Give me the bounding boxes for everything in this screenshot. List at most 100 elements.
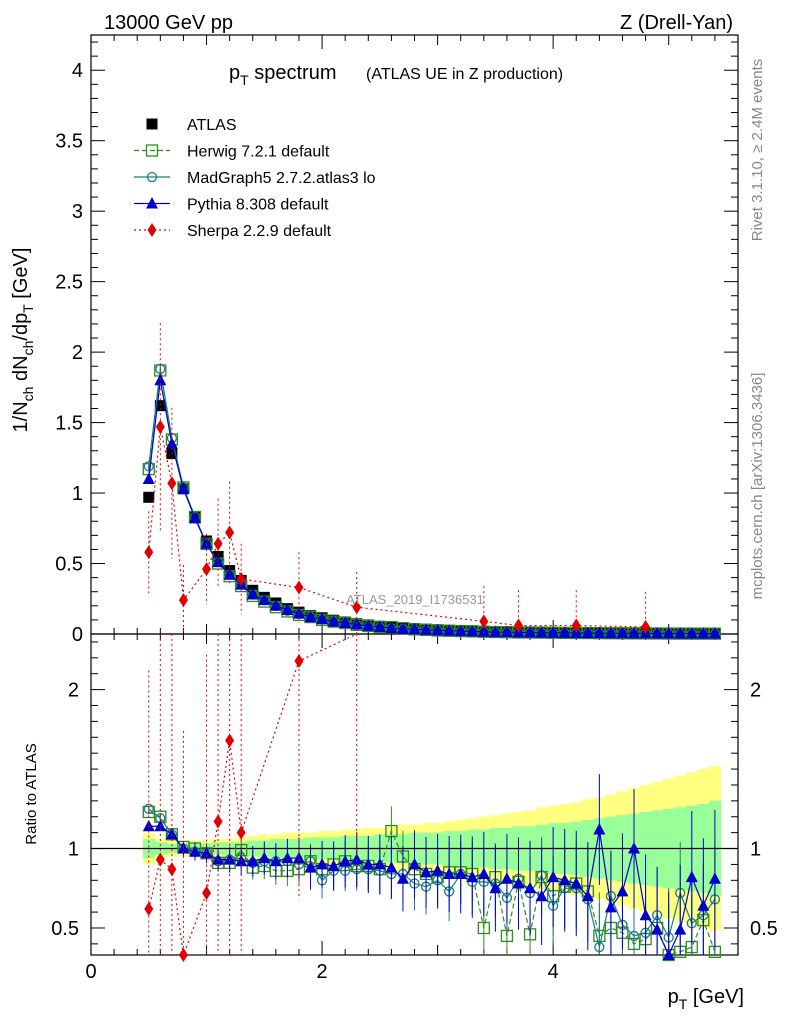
legend-label-madgraph5-2-7-2-atlas3-lo: MadGraph5 2.7.2.atlas3 lo xyxy=(187,170,376,187)
watermark: ATLAS_2019_I1736531 xyxy=(346,592,484,607)
main-pythia-8-308-default-point xyxy=(604,626,617,639)
x-tick-label: 4 xyxy=(548,961,559,983)
main-sherpa-2-2-9-default-point xyxy=(144,545,154,560)
y-tick-label: 2.5 xyxy=(55,272,83,294)
main-pythia-8-308-default-point xyxy=(420,623,433,635)
main-pythia-8-308-default-point xyxy=(223,568,236,580)
main-sherpa-2-2-9-default-point xyxy=(202,562,212,577)
ratio-y-tick-label-right: 1 xyxy=(750,839,761,861)
ratio-pythia-8-308-default-point xyxy=(512,876,525,889)
ratio-y-tick-label-right: 2 xyxy=(750,680,761,702)
main-pythia-8-308-default-point xyxy=(316,612,329,625)
ratio-sherpa-2-2-9-default-point xyxy=(213,814,223,829)
main-sherpa-2-2-9-default-point xyxy=(352,600,362,615)
main-pythia-8-308-default-point xyxy=(697,627,710,639)
ratio-pythia-8-308-default-point xyxy=(454,867,467,879)
svg-text:pT [GeV]: pT [GeV] xyxy=(668,986,744,1012)
ratio-pythia-8-308-default-point xyxy=(188,845,201,857)
main-pythia-8-308-default-point xyxy=(466,624,479,637)
ratio-pythia-8-308-default-point xyxy=(350,853,363,865)
ratio-pythia-8-308-default-point xyxy=(292,851,305,864)
legend-marker-madgraph5-2-7-2-atlas3-lo xyxy=(146,171,158,183)
ratio-pythia-8-308-default-point xyxy=(524,881,537,894)
main-pythia-8-308-default-point xyxy=(142,472,155,484)
main-atlas-point xyxy=(154,400,166,412)
ratio-pythia-8-308-default-point xyxy=(477,867,490,879)
ratio-pythia-8-308-default-point xyxy=(362,857,375,870)
main-pythia-8-308-default-point xyxy=(327,615,340,627)
ratio-pythia-8-308-default-point xyxy=(431,864,444,876)
main-sherpa-2-2-9-default-point xyxy=(479,614,489,629)
svg-text:1/Nch dNch/dpT [GeV]: 1/Nch dNch/dpT [GeV] xyxy=(10,248,36,433)
ratio-madgraph5-2-7-2-atlas3-lo-point xyxy=(628,930,640,942)
main-pythia-8-308-default-point xyxy=(477,625,490,637)
ratio-madgraph5-2-7-2-atlas3-lo-point xyxy=(594,941,605,953)
main-pythia-8-308-default-point xyxy=(616,626,629,639)
ratio-pythia-8-308-default-point xyxy=(212,853,225,865)
y-tick-label: 0.5 xyxy=(55,554,83,576)
ratio-pythia-8-308-default-point xyxy=(396,872,409,884)
legend-marker-pythia-8-308-default xyxy=(146,197,158,209)
main-pythia-8-308-default-point xyxy=(385,621,398,633)
ratio-y-axis-label: Ratio to ATLAS xyxy=(23,743,40,844)
main-sherpa-2-2-9-default-point xyxy=(225,525,235,540)
y-tick-label: 1 xyxy=(72,483,83,505)
legend-label-atlas: ATLAS xyxy=(187,117,237,134)
data-marks xyxy=(142,323,722,962)
legend-label-herwig-7-2-1-default: Herwig 7.2.1 default xyxy=(187,144,330,161)
main-pythia-8-308-default-point xyxy=(212,555,225,568)
ratio-pythia-8-308-default-point xyxy=(223,853,236,865)
main-pythia-8-308-default-point xyxy=(200,537,213,549)
ratio-pythia-8-308-default-point xyxy=(466,870,479,883)
main-pythia-8-308-default-point xyxy=(500,625,513,638)
main-sherpa-2-2-9-default-point xyxy=(571,618,581,633)
ratio-sherpa-2-2-9-default-point xyxy=(178,948,188,962)
main-pythia-8-308-default-point xyxy=(269,599,282,611)
ratio-pythia-8-308-default-point xyxy=(581,889,594,902)
main-pythia-8-308-default-point xyxy=(373,620,386,632)
main-pythia-8-308-default-point xyxy=(396,622,409,635)
ratio-pythia-8-308-default-point xyxy=(604,900,617,913)
ratio-herwig-7-2-1-default-point xyxy=(477,921,490,935)
ratio-pythia-8-308-default-point xyxy=(443,867,456,879)
ratio-pythia-8-308-default-point xyxy=(535,889,548,902)
x-tick-label: 2 xyxy=(317,961,328,983)
plot-title: pT spectrum (ATLAS UE in Z production) xyxy=(229,62,563,88)
main-sherpa-2-2-9-default-point xyxy=(213,536,223,551)
main-pythia-8-308-default-point xyxy=(454,624,467,637)
main-pythia-8-308-default-point xyxy=(304,610,317,623)
main-sherpa-2-2-9-default-point xyxy=(641,619,651,634)
ratio-y-tick-label: 0.5 xyxy=(51,918,79,940)
ratio-pythia-8-308-default-point xyxy=(304,861,317,873)
main-pythia-8-308-default-point xyxy=(662,627,675,639)
main-sherpa-2-2-9-default-point xyxy=(178,593,188,608)
legend-label-sherpa-2-2-9-default: Sherpa 2.2.9 default xyxy=(187,223,332,240)
ratio-pythia-8-308-default-point xyxy=(639,908,652,921)
ratio-pythia-8-308-default-point xyxy=(628,842,641,854)
main-sherpa-2-2-9-default-point xyxy=(155,419,165,434)
main-atlas-point xyxy=(143,491,155,503)
main-pythia-8-308-default-point xyxy=(258,593,271,606)
ratio-pythia-8-308-default-point xyxy=(593,822,606,835)
ratio-pythia-8-308-default-point xyxy=(697,899,710,911)
header-right: Z (Drell-Yan) xyxy=(620,12,733,34)
ratio-pythia-8-308-default-point xyxy=(570,876,583,889)
legend: ATLAS Herwig 7.2.1 default MadGraph5 2.7.2… xyxy=(134,117,376,240)
main-pythia-8-308-default-point xyxy=(685,627,698,639)
legend-marker-sherpa-2-2-9-default xyxy=(147,223,157,237)
main-pythia-8-308-default-point xyxy=(547,626,560,638)
ratio-pythia-8-308-default-point xyxy=(316,857,329,870)
main-pythia-8-308-default-point xyxy=(408,622,421,635)
legend-marker-herwig-7-2-1-default xyxy=(145,144,159,157)
ratio-pythia-8-308-default-point xyxy=(558,873,571,886)
ratio-sherpa-2-2-9-default-point xyxy=(236,825,246,840)
ratio-y-tick-label: 2 xyxy=(68,680,79,702)
main-sherpa-2-2-9-default-point xyxy=(236,572,246,587)
ratio-sherpa-2-2-9-default-point xyxy=(144,901,154,916)
main-pythia-8-308-default-point xyxy=(651,627,664,639)
main-pythia-8-308-default-point xyxy=(443,624,456,636)
main-sherpa-2-2-9-default-point xyxy=(513,618,523,633)
ratio-pythia-8-308-default-point xyxy=(708,872,721,884)
ratio-pythia-8-308-default-point xyxy=(200,846,213,859)
